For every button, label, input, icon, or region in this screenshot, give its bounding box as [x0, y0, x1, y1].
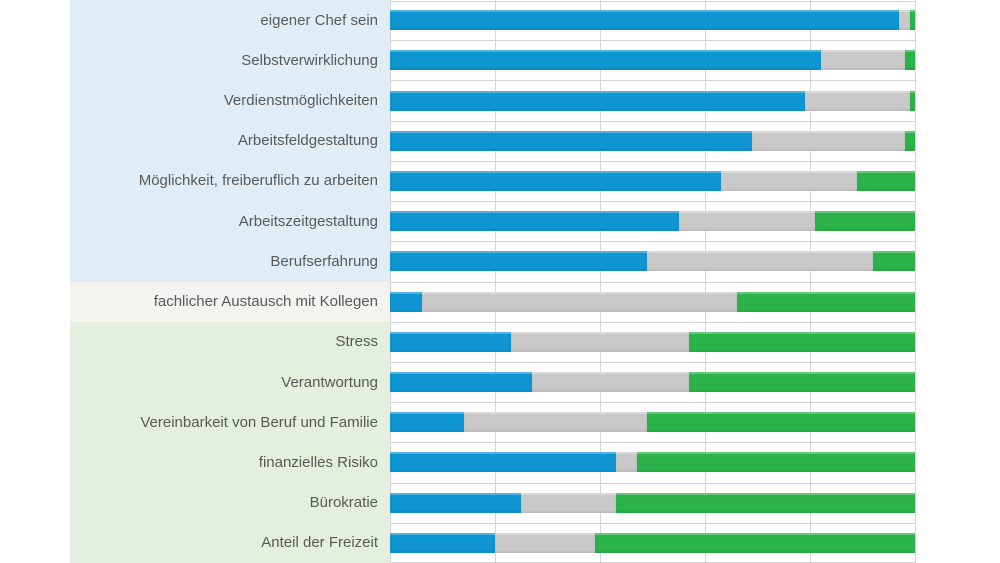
horizontal-gridline — [390, 1, 915, 2]
bar-row — [390, 372, 915, 393]
bar-row — [390, 492, 915, 513]
category-label: Selbstverwirklichung — [241, 51, 378, 69]
bar-segment-gray — [678, 211, 816, 232]
category-label: Verantwortung — [281, 373, 378, 391]
bar-row — [390, 50, 915, 71]
bar-segment-blue — [390, 412, 464, 433]
category-label: eigener Chef sein — [260, 11, 378, 29]
bar-segment-blue — [390, 170, 721, 191]
bar-segment-blue — [390, 251, 648, 272]
bar-segment-green — [689, 372, 915, 393]
bar-segment-gray — [463, 412, 648, 433]
bar-segment-gray — [752, 130, 905, 151]
category-label: Stress — [335, 333, 378, 351]
vertical-gridline — [390, 0, 391, 563]
bar-segment-gray — [647, 251, 873, 272]
bar-segment-green — [904, 50, 915, 71]
label-group-panel — [70, 321, 390, 563]
bar-segment-gray — [531, 372, 690, 393]
category-label: Bürokratie — [309, 494, 378, 512]
bar-row — [390, 331, 915, 352]
bar-segment-blue — [390, 211, 679, 232]
bar-segment-green — [857, 170, 915, 191]
label-group-panel — [70, 0, 390, 282]
bar-segment-blue — [390, 492, 522, 513]
bar-segment-green — [594, 532, 915, 553]
bar-segment-gray — [804, 90, 910, 111]
bar-row — [390, 10, 915, 31]
bar-segment-gray — [720, 170, 858, 191]
bar-segment-green — [636, 452, 915, 473]
bar-segment-blue — [390, 372, 532, 393]
vertical-gridline — [915, 0, 916, 563]
horizontal-gridline — [390, 402, 915, 403]
bar-segment-green — [647, 412, 915, 433]
horizontal-gridline — [390, 241, 915, 242]
bar-segment-gray — [899, 10, 910, 31]
bar-row — [390, 251, 915, 272]
bar-segment-blue — [390, 452, 616, 473]
bar-segment-green — [615, 492, 915, 513]
bar-segment-blue — [390, 50, 821, 71]
bar-segment-blue — [390, 10, 900, 31]
category-label: Verdienstmöglichkeiten — [223, 92, 378, 110]
category-label: Anteil der Freizeit — [261, 534, 378, 552]
horizontal-gridline — [390, 322, 915, 323]
horizontal-gridline — [390, 442, 915, 443]
vertical-gridline — [705, 0, 706, 563]
bar-segment-green — [909, 90, 915, 111]
label-group-panel — [70, 281, 390, 322]
vertical-gridline — [600, 0, 601, 563]
vertical-gridline — [810, 0, 811, 563]
bar-row — [390, 291, 915, 312]
bar-row — [390, 90, 915, 111]
bar-segment-green — [909, 10, 915, 31]
category-label: Berufserfahrung — [270, 252, 378, 270]
category-label: Arbeitsfeldgestaltung — [237, 132, 378, 150]
bar-segment-green — [873, 251, 915, 272]
category-label: Möglichkeit, freiberuflich zu arbeiten — [138, 172, 378, 190]
bar-segment-gray — [521, 492, 616, 513]
vertical-gridline — [495, 0, 496, 563]
horizontal-gridline — [390, 483, 915, 484]
horizontal-gridline — [390, 40, 915, 41]
bar-segment-blue — [390, 130, 753, 151]
bar-segment-gray — [495, 532, 595, 553]
bar-segment-green — [904, 130, 915, 151]
horizontal-gridline — [390, 80, 915, 81]
bar-segment-blue — [390, 90, 805, 111]
bar-row — [390, 130, 915, 151]
horizontal-gridline — [390, 201, 915, 202]
horizontal-gridline — [390, 362, 915, 363]
bar-row — [390, 532, 915, 553]
bar-segment-blue — [390, 532, 495, 553]
bar-row — [390, 211, 915, 232]
bar-segment-gray — [421, 291, 737, 312]
bar-segment-green — [736, 291, 915, 312]
category-label: Vereinbarkeit von Beruf und Familie — [140, 413, 378, 431]
bar-segment-gray — [615, 452, 637, 473]
bar-segment-blue — [390, 291, 422, 312]
category-label: fachlicher Austausch mit Kollegen — [153, 293, 378, 311]
category-label: finanzielles Risiko — [258, 453, 378, 471]
bar-segment-blue — [390, 331, 511, 352]
bar-segment-gray — [820, 50, 905, 71]
horizontal-gridline — [390, 161, 915, 162]
category-label: Arbeitszeitgestaltung — [238, 212, 378, 230]
bar-segment-green — [689, 331, 915, 352]
horizontal-gridline — [390, 282, 915, 283]
bar-row — [390, 170, 915, 191]
bar-segment-gray — [510, 331, 690, 352]
horizontal-gridline — [390, 121, 915, 122]
bar-segment-green — [815, 211, 915, 232]
bar-row — [390, 452, 915, 473]
bar-row — [390, 412, 915, 433]
horizontal-gridline — [390, 523, 915, 524]
